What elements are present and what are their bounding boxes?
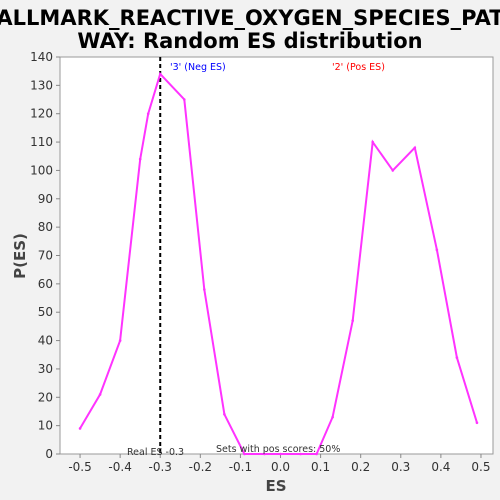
es-distribution-line: [79, 72, 478, 455]
data-point: [263, 452, 266, 456]
y-tick-label: 80: [38, 220, 53, 234]
x-tick-label: 0.3: [391, 460, 410, 474]
x-tick-label: 0.4: [431, 460, 450, 474]
y-tick-label: 60: [38, 277, 53, 291]
x-tick-label: 0.2: [351, 460, 370, 474]
data-point: [78, 427, 82, 430]
data-point: [315, 452, 318, 456]
pos-scores-label: Sets with pos scores: 50%: [216, 444, 340, 455]
x-tick-label: -0.2: [189, 460, 212, 474]
plot-area: [59, 56, 494, 455]
data-point: [182, 98, 186, 101]
data-point: [413, 146, 417, 150]
x-tick-label: 0.5: [471, 460, 490, 474]
chart-title-line-2: WAY: Random ES distribution: [77, 29, 422, 53]
data-point: [391, 169, 395, 172]
data-point: [223, 413, 226, 416]
real-es-label: Real ES -0.3: [127, 447, 184, 458]
y-tick-label: 120: [30, 107, 53, 121]
data-point: [138, 157, 142, 161]
x-tick-label: -0.1: [229, 460, 252, 474]
x-tick-label: -0.3: [149, 460, 172, 474]
data-point: [158, 72, 162, 76]
y-tick-label: 50: [38, 305, 53, 319]
data-point: [146, 112, 150, 116]
y-axis-label: P(ES): [11, 233, 29, 279]
data-point: [118, 339, 122, 342]
x-tick-label: -0.4: [108, 460, 131, 474]
data-point: [279, 452, 282, 456]
y-tick-label: 40: [38, 334, 53, 348]
data-point: [299, 452, 302, 456]
y-tick-label: 10: [38, 419, 53, 433]
data-point: [371, 140, 375, 144]
data-point: [455, 356, 459, 359]
y-tick-label: 110: [30, 135, 53, 149]
data-point: [475, 421, 479, 425]
data-point: [243, 452, 246, 456]
x-tick-label: 0.0: [271, 460, 290, 474]
data-point: [351, 319, 354, 323]
x-axis-label: ES: [265, 477, 286, 495]
y-tick-label: 90: [38, 192, 53, 206]
x-tick-label: -0.5: [68, 460, 91, 474]
x-axis: -0.5 -0.4 -0.3 -0.2 -0.1 0.0 0.1 0.2 0.3 0.4 0.5: [68, 454, 491, 474]
y-tick-label: 140: [30, 50, 53, 64]
x-tick-label: 0.1: [311, 460, 330, 474]
chart-title-line-1: HALLMARK_REACTIVE_OXYGEN_SPECIES_PATH: [0, 6, 500, 30]
pos-es-label: '2' (Pos ES): [332, 62, 385, 73]
y-tick-label: 130: [30, 78, 53, 92]
y-axis: 0 10 20 30 40 50 60 70 80 90 100 110 120 130 140: [30, 50, 60, 461]
y-tick-label: 70: [38, 249, 53, 263]
data-point: [203, 288, 206, 291]
data-point: [435, 248, 439, 252]
neg-es-label: '3' (Neg ES): [170, 62, 226, 73]
y-tick-label: 20: [38, 390, 53, 404]
data-point: [331, 415, 334, 419]
data-points: [78, 72, 479, 456]
y-tick-label: 30: [38, 362, 53, 376]
data-point: [98, 393, 102, 396]
y-tick-label: 0: [45, 447, 53, 461]
y-tick-label: 100: [30, 163, 53, 177]
